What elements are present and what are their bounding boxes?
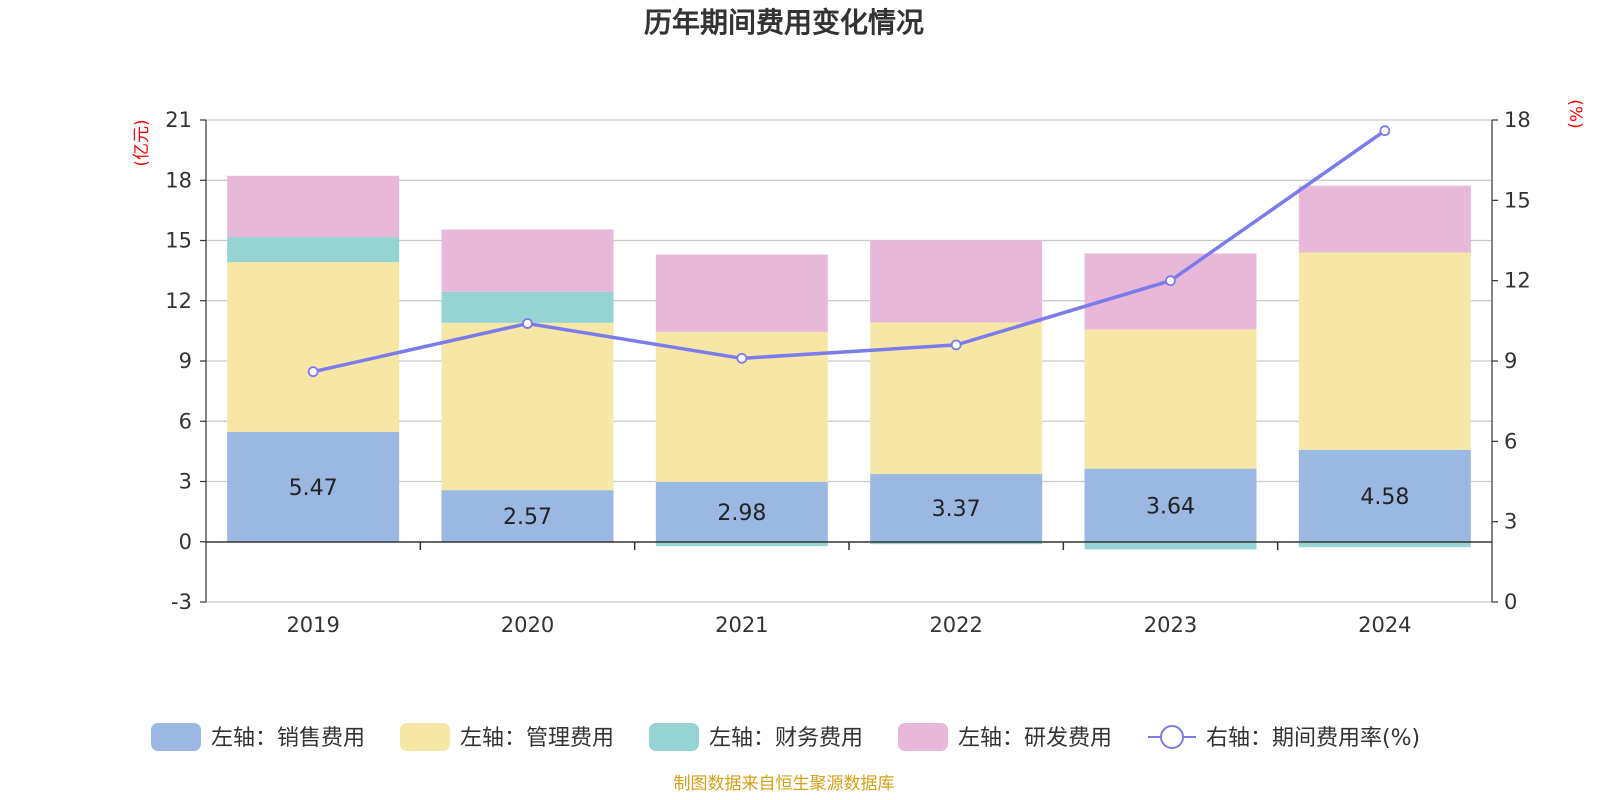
right-axis-tick-label: 6 [1504,429,1517,453]
bar-admin-2023[interactable] [1084,329,1257,469]
x-axis-label-2021: 2021 [715,613,768,637]
left-axis-tick-label: 12 [165,289,192,313]
bar-sales-2023[interactable] [1084,468,1257,542]
axes-group: 21 18 15 12 9 6 3 0 -3 18 15 12 9 6 3 0 2019 2020 2021 2022… [165,108,1530,637]
bar-admin-2024[interactable] [1298,252,1471,450]
left-axis-tick-label: 3 [179,470,192,494]
bar-label-sales-2024: 4.58 [1360,485,1409,510]
bar-admin-2020[interactable] [441,322,614,491]
legend-swatch-rd[interactable] [898,723,948,751]
legend-swatch-sales[interactable] [151,723,201,751]
chart-title: 历年期间费用变化情况 [644,6,924,39]
grid-lines [206,119,1492,603]
bar-rd-2019[interactable] [227,175,400,238]
left-axis-tick-label: 0 [179,530,192,554]
bar-label-sales-2021: 2.98 [717,501,766,526]
rate-line-group [307,125,1391,378]
right-axis-unit: (%) [1565,99,1585,128]
bar-sales-2022[interactable] [870,474,1043,542]
bar-rd-2024[interactable] [1298,185,1471,253]
bar-finance-2023[interactable] [1084,541,1257,550]
x-axis-label-2020: 2020 [501,613,554,637]
bar-sales-2021[interactable] [655,481,828,542]
legend-label-rd[interactable]: 左轴：研发费用 [958,726,1112,751]
rate-point-2021[interactable] [736,352,748,364]
bar-finance-2022[interactable] [870,541,1043,545]
bar-label-sales-2019: 5.47 [289,476,338,501]
bar-labels-group: 5.47 2.57 2.98 3.37 3.64 4.58 [289,476,1410,530]
bars-group [227,175,1471,550]
left-axis-tick-label: 15 [165,229,192,253]
x-axis-label-2024: 2024 [1358,613,1411,637]
right-axis-tick-label: 15 [1504,188,1531,212]
bar-sales-2019[interactable] [227,431,400,542]
right-axis-tick-label: 3 [1504,510,1517,534]
x-axis-label-2023: 2023 [1144,613,1197,637]
rate-line [312,129,1386,374]
legend-swatch-admin[interactable] [400,723,450,751]
bar-finance-2020[interactable] [441,291,614,323]
source-note: 制图数据来自恒生聚源数据库 [674,774,895,794]
bar-finance-2021[interactable] [655,541,828,547]
legend: 左轴：销售费用 左轴：管理费用 左轴：财务费用 左轴：研发费用 右轴：期间费用率… [151,723,1420,751]
legend-label-admin[interactable]: 左轴：管理费用 [460,726,614,751]
right-axis-tick-label: 9 [1504,349,1517,373]
legend-label-sales[interactable]: 左轴：销售费用 [211,726,365,751]
bar-sales-2020[interactable] [441,490,614,542]
bar-finance-2019[interactable] [227,237,400,263]
bar-rd-2020[interactable] [441,229,614,292]
left-axis-tick-label: 9 [179,349,192,373]
bar-finance-2024[interactable] [1298,541,1471,548]
legend-label-rate[interactable]: 右轴：期间费用率(%) [1206,726,1420,751]
rate-point-2022[interactable] [950,339,962,351]
bar-rd-2021[interactable] [655,254,828,332]
rate-point-2023[interactable] [1165,275,1176,287]
bar-admin-2019[interactable] [227,262,400,432]
bar-sales-2024[interactable] [1298,449,1471,542]
left-axis-tick-label: 21 [165,108,192,132]
left-axis-tick-label: 6 [179,409,192,433]
bar-label-sales-2020: 2.57 [503,505,552,530]
rate-point-2024[interactable] [1379,125,1391,137]
right-axis-tick-label: 12 [1504,269,1531,293]
x-axis-label-2022: 2022 [929,613,982,637]
bar-label-sales-2023: 3.64 [1146,494,1195,519]
legend-marker-rate[interactable] [1160,725,1184,749]
left-axis-tick-label: -3 [171,590,192,614]
right-axis-tick-label: 0 [1504,590,1517,614]
left-axis-unit: (亿元) [132,119,152,166]
left-axis-tick-label: 18 [165,168,192,192]
bar-rd-2022[interactable] [870,240,1043,323]
x-axis-label-2019: 2019 [286,613,339,637]
rate-point-2020[interactable] [522,318,533,329]
bar-label-sales-2022: 3.37 [932,497,981,522]
rate-point-2019[interactable] [307,366,319,378]
right-axis-tick-label: 18 [1504,108,1531,132]
bar-rd-2023[interactable] [1084,253,1257,330]
legend-swatch-finance[interactable] [649,723,699,751]
legend-label-finance[interactable]: 左轴：财务费用 [709,726,863,751]
